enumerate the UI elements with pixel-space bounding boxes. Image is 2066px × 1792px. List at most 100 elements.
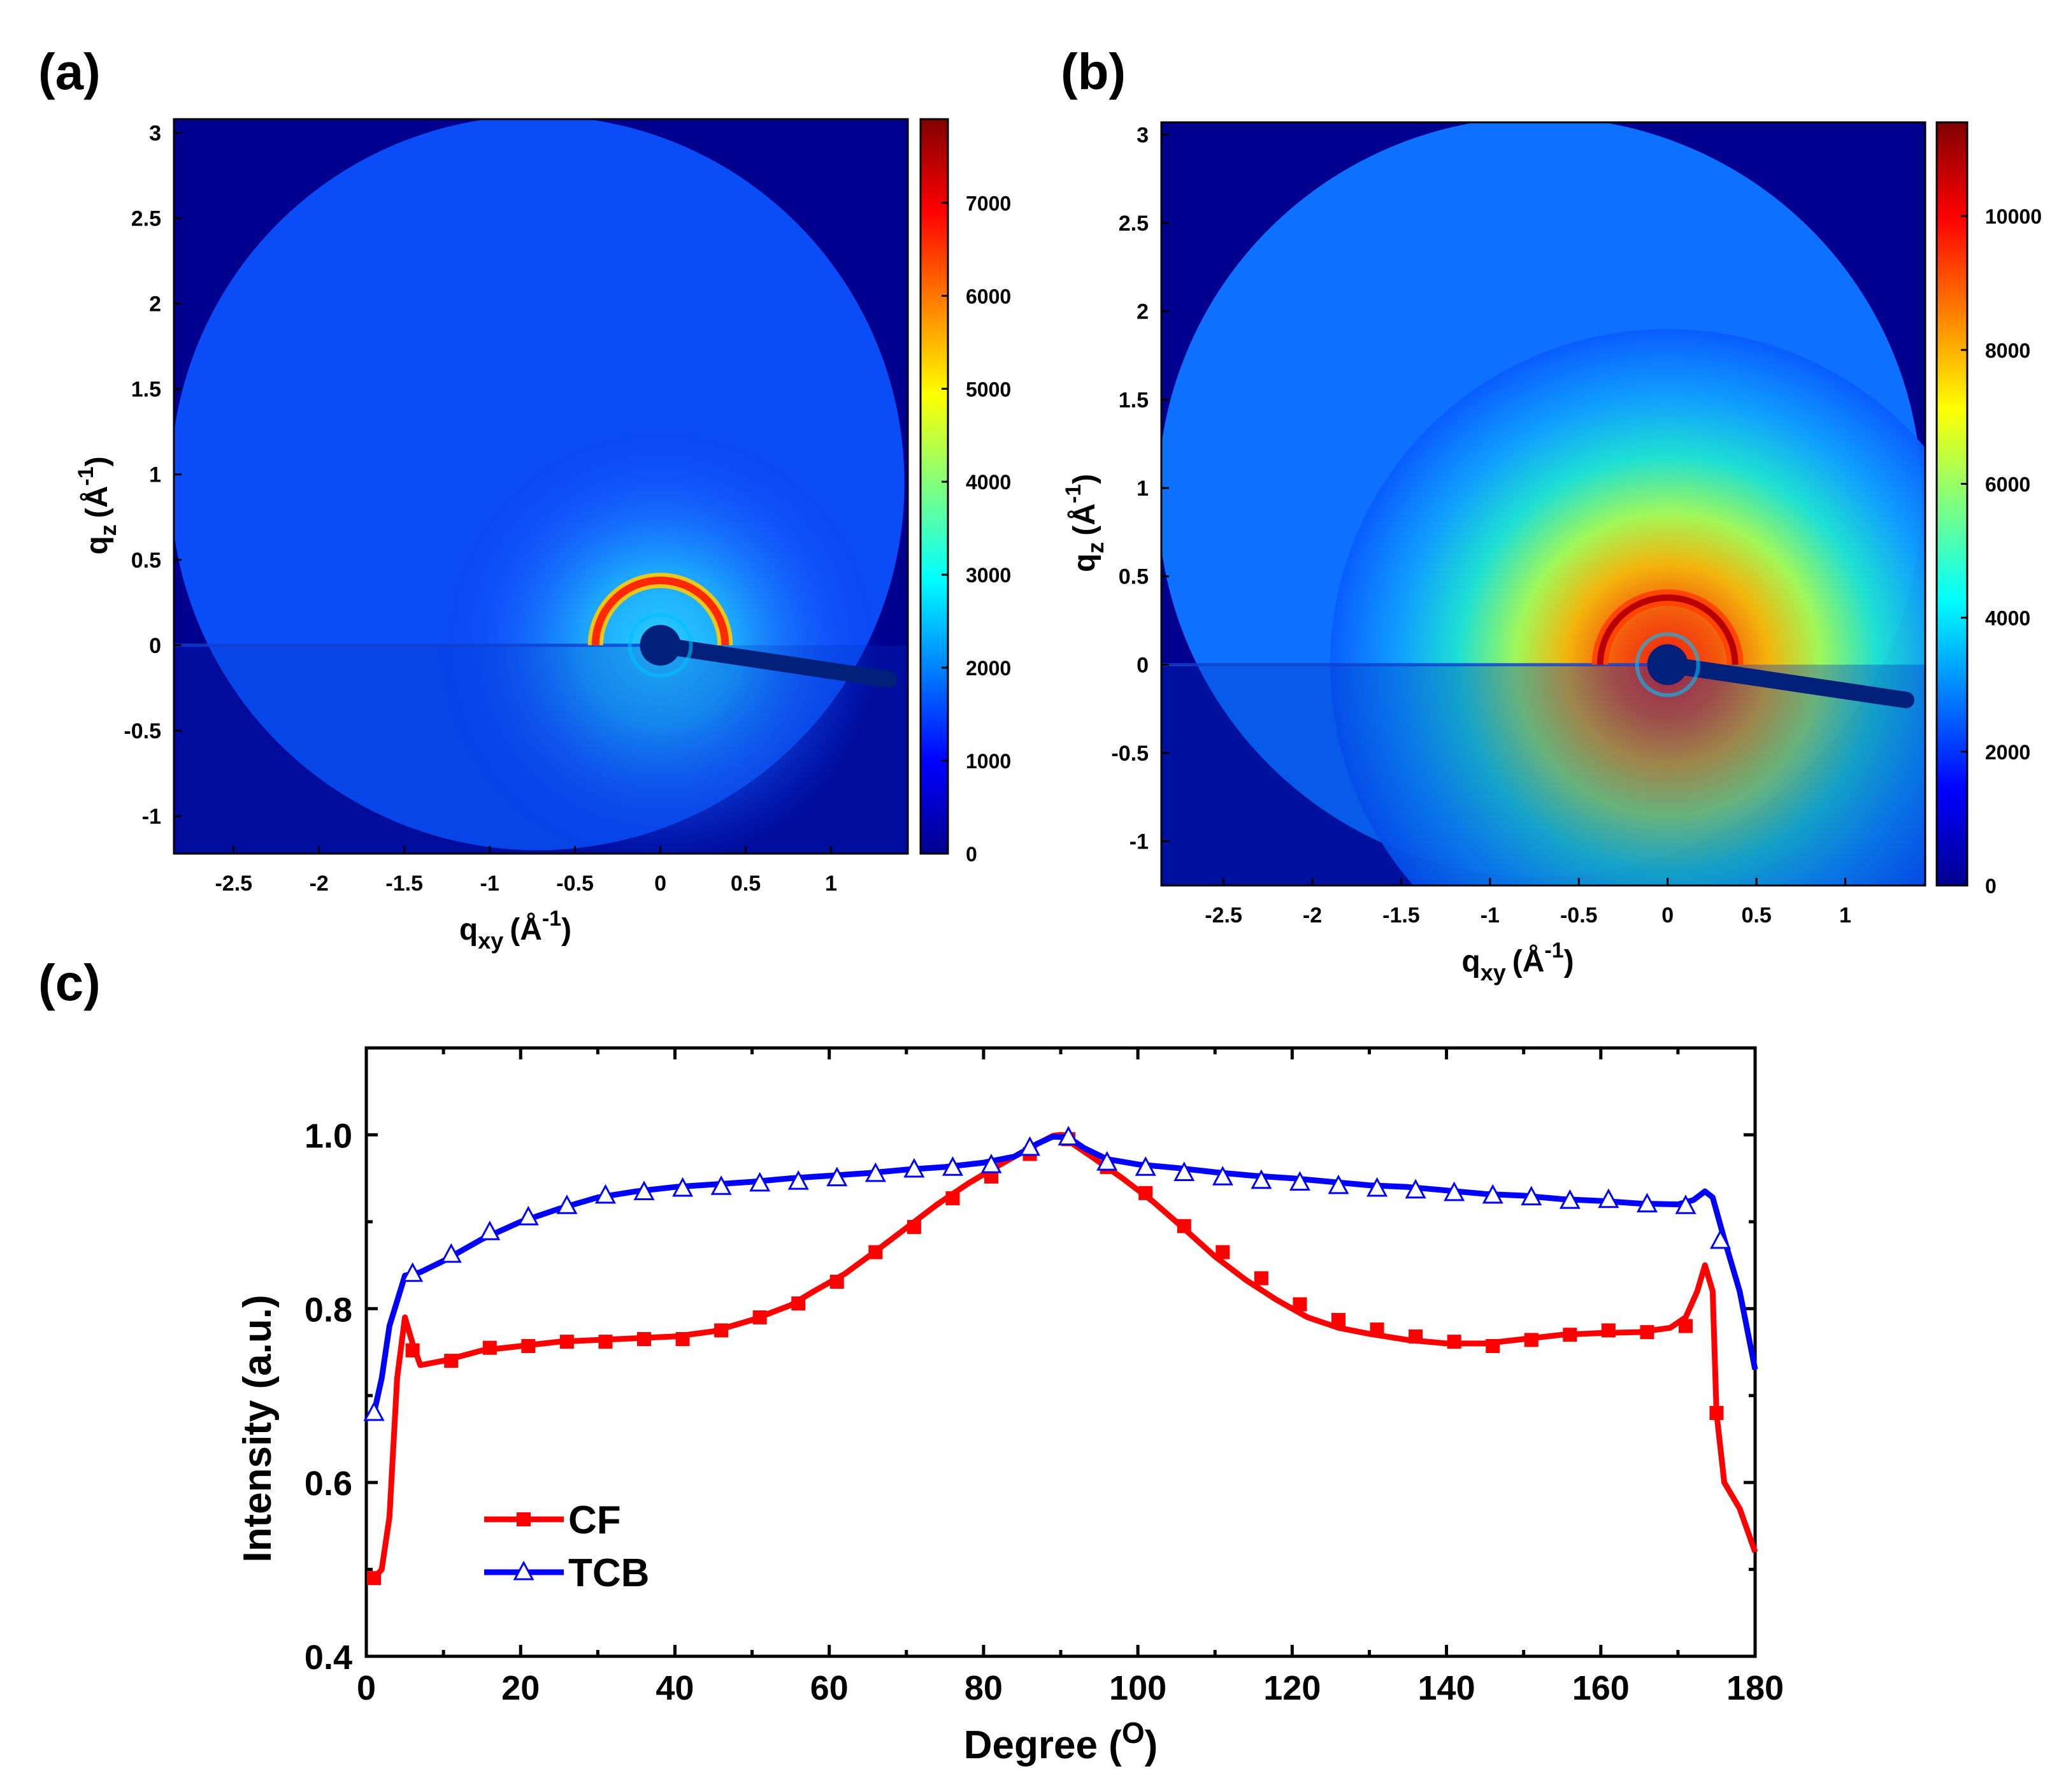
data-point-tcb xyxy=(1058,1126,1079,1146)
data-point-cf xyxy=(945,1191,960,1206)
data-point-cf xyxy=(367,1571,382,1586)
x-tick-label: 80 xyxy=(965,1669,1003,1707)
data-point-tcb xyxy=(1675,1194,1697,1214)
y-tick-label: 2 xyxy=(149,292,161,317)
plot-frame xyxy=(1160,121,1926,887)
panel-a-label: (a) xyxy=(38,43,101,100)
data-point-tcb xyxy=(864,1162,886,1182)
beam-stop-edge xyxy=(1635,632,1700,698)
colorbar-tick-label: 0 xyxy=(1985,875,1997,898)
y-tick-label: 2 xyxy=(1137,300,1149,324)
data-point-tcb xyxy=(1367,1177,1388,1197)
data-point-tcb xyxy=(1019,1136,1041,1156)
data-point-tcb xyxy=(1328,1174,1349,1194)
y-tick-label: 3 xyxy=(149,121,161,145)
y-tick-label: -1 xyxy=(1130,830,1149,854)
data-point-tcb xyxy=(1251,1169,1272,1189)
data-point-cf xyxy=(1640,1325,1654,1340)
x-tick-label: -1 xyxy=(480,871,499,896)
data-point-cf xyxy=(1524,1333,1539,1347)
colorbar-tick-label: 3000 xyxy=(966,564,1011,587)
line-chart-panel-c: 0 20 40 60 80 100 120 140 160 180 0.4 0.6 0.8 1.0 Degr… xyxy=(236,1046,1784,1767)
colorbar-tick-label: 4000 xyxy=(966,471,1011,494)
colorbar-tick-label: 6000 xyxy=(966,285,1011,308)
x-tick-label: 180 xyxy=(1726,1669,1784,1707)
colorbar-tick-label: 1000 xyxy=(966,750,1011,773)
heatmap-image xyxy=(174,119,908,854)
data-point-cf xyxy=(1486,1338,1500,1353)
data-point-cf xyxy=(482,1340,497,1355)
x-tick-label: 40 xyxy=(656,1669,694,1707)
data-point-cf xyxy=(675,1332,690,1347)
beam-stop-edge xyxy=(628,612,693,678)
legend-label-tcb: TCB xyxy=(568,1551,649,1595)
x-tick-label: 0.5 xyxy=(731,871,761,896)
data-point-cf xyxy=(1370,1322,1384,1337)
data-point-cf xyxy=(1177,1219,1191,1233)
x-tick-label: -1 xyxy=(1481,903,1500,928)
data-point-cf xyxy=(1563,1328,1577,1342)
data-point-cf xyxy=(1331,1313,1345,1328)
data-point-tcb xyxy=(1444,1181,1465,1201)
x-tick-label: 140 xyxy=(1418,1669,1475,1707)
data-point-cf xyxy=(598,1335,613,1349)
y-tick-label: 0.5 xyxy=(131,548,161,573)
y-tick-label: 0.5 xyxy=(1119,565,1149,589)
x-tick-label: 0 xyxy=(654,871,666,896)
data-point-tcb xyxy=(1096,1150,1118,1171)
colorbar-tick-label: 8000 xyxy=(1985,339,2030,362)
x-tick-label: -2.5 xyxy=(1205,903,1242,928)
colorbar-tick-label: 7000 xyxy=(966,192,1011,215)
data-point-cf xyxy=(1216,1245,1230,1259)
sample-horizon-shadow xyxy=(1161,664,1925,885)
y-tick-label: 3 xyxy=(1137,123,1149,147)
x-tick-label: 100 xyxy=(1109,1669,1166,1707)
data-point-tcb xyxy=(672,1177,694,1197)
data-point-tcb xyxy=(517,1205,539,1226)
data-point-tcb xyxy=(1289,1171,1310,1191)
x-axis-title: qxy (Å-1) xyxy=(1461,938,1574,986)
heatmap-image xyxy=(1161,122,1925,885)
y-tick-label: 2.5 xyxy=(131,207,161,231)
data-point-tcb xyxy=(903,1158,925,1178)
x-tick-label: -2.5 xyxy=(215,871,252,896)
legend-marker-tcb xyxy=(513,1560,534,1581)
x-tick-label: 0.5 xyxy=(1741,903,1771,928)
data-point-tcb xyxy=(1636,1193,1658,1213)
data-point-tcb xyxy=(1135,1156,1156,1176)
x-tick-label: 1 xyxy=(825,871,837,896)
data-point-tcb xyxy=(1405,1179,1426,1199)
series-tcb xyxy=(363,1126,1758,1421)
y-tick-label: 2.5 xyxy=(1119,211,1149,236)
data-point-cf xyxy=(1709,1406,1724,1420)
data-point-tcb xyxy=(556,1194,578,1214)
heatmap-panel-a: -2.5 -2 -1.5 -1 -0.5 0 0.5 1 -1 -0.5 0 0.5 1 1.5 2 2.5 3… xyxy=(74,118,1011,954)
data-point-tcb xyxy=(440,1243,462,1263)
y-tick-label: 0.6 xyxy=(305,1465,352,1503)
data-point-tcb xyxy=(1521,1186,1542,1206)
colorbar-tick-label: 2000 xyxy=(1985,741,2030,764)
x-axis-title: Degree (O) xyxy=(964,1716,1158,1767)
x-axis-title: qxy (Å-1) xyxy=(459,907,571,954)
sample-horizon-shadow xyxy=(174,645,908,854)
x-tick-label: -2 xyxy=(310,871,329,896)
y-tick-label: -1 xyxy=(142,805,161,829)
data-point-tcb xyxy=(826,1166,848,1187)
data-point-cf xyxy=(405,1343,420,1358)
x-tick-label: 60 xyxy=(810,1669,849,1707)
x-tick-label: 1 xyxy=(1839,903,1851,928)
data-point-tcb xyxy=(363,1401,385,1421)
y-tick-label: 0.8 xyxy=(305,1291,352,1329)
data-point-cf xyxy=(907,1220,921,1235)
y-tick-label: 0.4 xyxy=(305,1638,352,1677)
x-tick-label: 120 xyxy=(1263,1669,1321,1707)
data-point-cf xyxy=(791,1296,806,1311)
plot-frame xyxy=(173,118,909,855)
x-tick-label: -0.5 xyxy=(1560,903,1598,928)
data-point-cf xyxy=(1679,1319,1693,1333)
data-point-cf xyxy=(752,1310,767,1324)
colorbar-tick-label: 10000 xyxy=(1985,205,2042,228)
legend: CF TCB xyxy=(484,1498,649,1595)
y-tick-label: 1.5 xyxy=(1119,388,1149,412)
